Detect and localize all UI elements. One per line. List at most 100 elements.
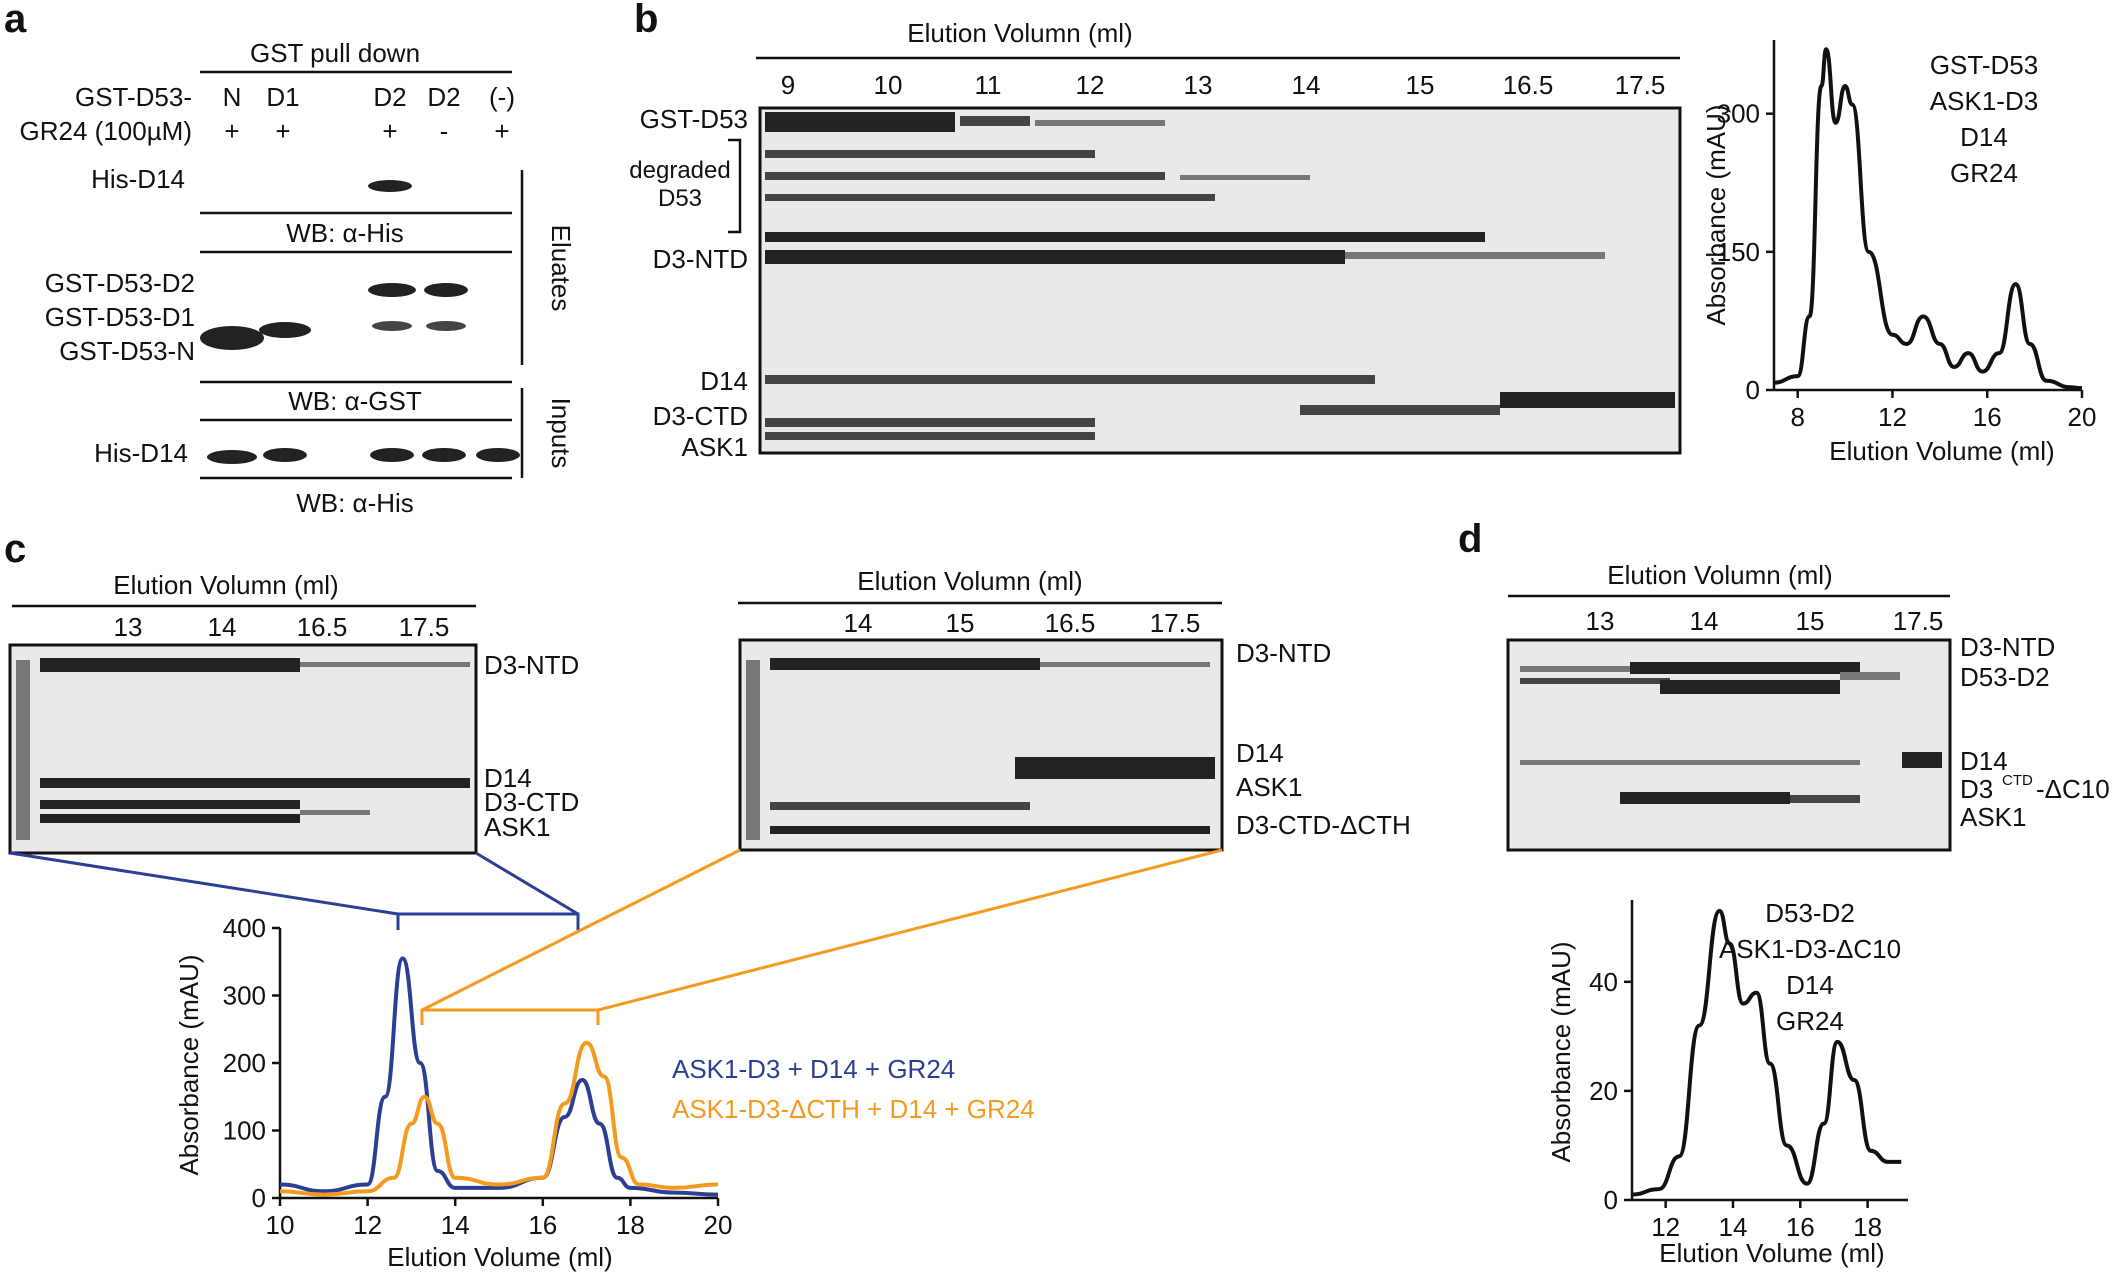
connector-blue [9,851,399,916]
panel-c-right-header: Elution Volumn (ml) [857,566,1082,596]
y-tick-label: 0 [1746,375,1760,405]
gel-band [765,375,1375,384]
gel-band [1345,252,1605,259]
panel-c-left-bands [16,658,470,840]
x-tick-label: 14 [441,1210,470,1240]
panel-b-gel-bands [765,112,1675,440]
gel-band [770,826,1210,834]
y-tick-label: 400 [223,913,266,943]
band-label-d3-ctd: D3-CTD [653,401,748,431]
band-label: D14 [484,763,532,793]
gel-band [40,778,470,788]
gel-band [765,194,1215,201]
gel-band [1620,792,1790,804]
blot-band [424,283,468,297]
gel-band [1035,120,1165,126]
lane-label: (-) [489,82,515,112]
x-tick-label: 12 [353,1210,382,1240]
fraction-label: 11 [975,70,1002,100]
y-axis-label: Absorbance (mAU) [1701,104,1731,325]
band-label-d3-ntd: D3-NTD [653,244,748,274]
fraction-label: 12 [1076,70,1105,100]
panel-c-right-gel [738,638,1224,852]
fraction-label: 14 [844,608,873,638]
legend-line: D14 [1786,970,1834,1000]
x-tick-label: 16 [1973,402,2002,432]
gel-band [1520,760,1860,765]
gel-band [765,250,1345,264]
blot-band [200,326,264,350]
panel-a-label: a [4,0,27,41]
blot-band [426,321,466,331]
blot-band [422,448,466,462]
blot-label-d53-d2: GST-D53-D2 [45,268,195,298]
x-tick-label: 16 [1786,1212,1815,1242]
y-tick-label: 0 [1604,1185,1618,1215]
lane-label: N [223,82,242,112]
panel-d-gel-bands [1520,662,1942,804]
fraction-label: 13 [1184,70,1213,100]
fraction-label: 14 [1292,70,1321,100]
band-label: ASK1 [1960,802,2027,832]
bracket-orange [420,1008,600,1025]
blot-band [263,448,307,462]
gel-band [1040,662,1210,667]
fraction-label: 14 [208,612,237,642]
fraction-label: 15 [1406,70,1435,100]
gel-band [1520,666,1650,672]
eluates-label: Eluates [546,225,576,312]
band-label-gst-d53: GST-D53 [640,104,748,134]
panel-b-fractions: 9 10 11 12 13 14 15 16.5 17.5 [781,70,1666,100]
x-tick-label: 18 [1853,1212,1882,1242]
gel-band [1015,757,1215,779]
series-line-1 [279,956,719,1197]
panel-b-label: b [634,0,658,41]
fraction-label: 9 [781,70,795,100]
fraction-label: 16.5 [1045,608,1096,638]
fraction-label: 17.5 [1615,70,1666,100]
fraction-label: 13 [1586,606,1615,636]
lane-label: D1 [266,82,299,112]
x-tick-label: 18 [616,1210,645,1240]
ladder [16,660,30,840]
wb-label: WB: α-His [286,218,404,248]
gel-band [765,112,955,132]
blot-band [476,448,520,462]
y-tick-label: 300 [223,981,266,1011]
gr24-sign: + [382,116,397,146]
gel-band [40,814,300,823]
band-label-degraded: degraded [629,157,730,184]
panel-d-header: Elution Volumn (ml) [1607,560,1832,590]
connector-blue [475,851,579,916]
gel-band [765,172,1165,180]
wb-label: WB: α-GST [288,386,422,416]
degraded-bracket [728,138,742,234]
band-label: D3-NTD [1236,638,1331,668]
blot-band [368,283,416,297]
gel-band [1300,405,1500,415]
gel-band [770,658,1040,670]
blot-band [370,448,414,462]
panel-d-chromatogram: Absorbance (mAU) Elution Volume (ml) D53… [1546,898,1908,1268]
band-label: D3-NTD [484,650,579,680]
gel-band [1840,672,1900,680]
panel-c-connectors [9,848,1223,1025]
panel-a-row1-label: GST-D53- [75,82,192,112]
y-tick-label: 0 [252,1183,266,1213]
x-tick-label: 12 [1651,1212,1680,1242]
x-tick-label: 8 [1790,402,1804,432]
fraction-label: 16.5 [1503,70,1554,100]
panel-a-header: GST pull down [250,38,420,68]
gel-band [1790,795,1860,803]
band-label: D53-D2 [1960,662,2050,692]
band-label-d53: D53 [658,185,702,212]
y-tick-label: 20 [1589,1076,1618,1106]
y-tick-label: 200 [223,1048,266,1078]
band-label: D3-NTD [1960,632,2055,662]
series-line-1 [1773,47,2083,391]
band-label: ASK1 [1236,772,1303,802]
legend-line: ASK1-D3-ΔC10 [1719,934,1901,964]
gel-band [765,150,1095,158]
x-tick-label: 20 [2068,402,2097,432]
series-line-1 [1631,908,1902,1197]
